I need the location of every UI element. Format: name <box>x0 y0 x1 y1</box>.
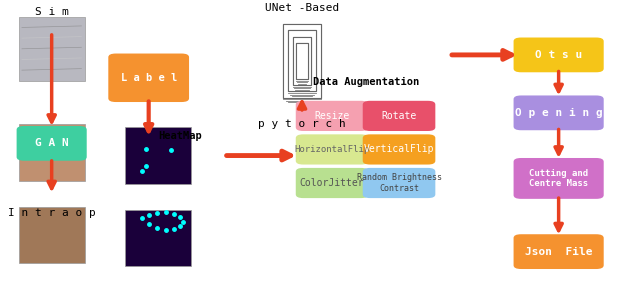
FancyBboxPatch shape <box>125 210 191 266</box>
Text: G A N: G A N <box>35 138 68 148</box>
FancyBboxPatch shape <box>19 207 84 263</box>
Text: Json  File: Json File <box>525 247 593 257</box>
FancyBboxPatch shape <box>283 24 321 98</box>
FancyBboxPatch shape <box>292 37 312 85</box>
FancyBboxPatch shape <box>19 124 84 181</box>
FancyBboxPatch shape <box>513 158 604 199</box>
Text: O t s u: O t s u <box>535 50 582 60</box>
FancyBboxPatch shape <box>108 54 189 102</box>
FancyBboxPatch shape <box>283 24 321 98</box>
Text: O p e n i n g: O p e n i n g <box>515 108 602 118</box>
FancyBboxPatch shape <box>17 126 86 161</box>
FancyBboxPatch shape <box>19 17 84 81</box>
Text: L a b e l: L a b e l <box>120 73 177 83</box>
FancyBboxPatch shape <box>296 168 369 198</box>
Text: Random Brightness
Contrast: Random Brightness Contrast <box>356 173 442 193</box>
FancyBboxPatch shape <box>296 134 369 165</box>
Text: Rotate: Rotate <box>381 111 417 121</box>
Text: I n t r a o p: I n t r a o p <box>8 209 95 218</box>
Text: S i m: S i m <box>35 7 68 17</box>
Text: Resize: Resize <box>314 111 349 121</box>
FancyBboxPatch shape <box>513 95 604 130</box>
FancyBboxPatch shape <box>287 30 316 92</box>
FancyBboxPatch shape <box>287 30 316 92</box>
FancyBboxPatch shape <box>296 101 369 131</box>
FancyBboxPatch shape <box>296 43 308 79</box>
FancyBboxPatch shape <box>363 134 435 165</box>
FancyBboxPatch shape <box>363 101 435 131</box>
Text: VerticalFlip: VerticalFlip <box>364 145 435 154</box>
Text: Cutting and
Centre Mass: Cutting and Centre Mass <box>529 169 588 188</box>
FancyBboxPatch shape <box>513 38 604 72</box>
FancyBboxPatch shape <box>292 37 312 85</box>
FancyBboxPatch shape <box>363 168 435 198</box>
FancyBboxPatch shape <box>296 43 308 79</box>
Text: UNet -Based: UNet -Based <box>265 3 339 13</box>
FancyBboxPatch shape <box>125 127 191 184</box>
Text: p y t o r c h: p y t o r c h <box>258 119 346 128</box>
Text: Data Augmentation: Data Augmentation <box>314 77 420 87</box>
Text: ColorJitter: ColorJitter <box>300 178 364 188</box>
Text: HorizontalFlip: HorizontalFlip <box>294 145 370 154</box>
Text: HeatMap: HeatMap <box>158 131 202 141</box>
FancyBboxPatch shape <box>513 234 604 269</box>
